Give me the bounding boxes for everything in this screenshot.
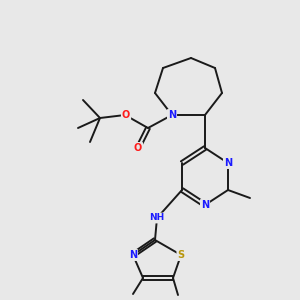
Text: N: N (224, 158, 232, 168)
Text: N: N (129, 250, 137, 260)
Text: N: N (168, 110, 176, 120)
Text: NH: NH (149, 214, 165, 223)
Text: O: O (134, 143, 142, 153)
Text: O: O (122, 110, 130, 120)
Text: N: N (201, 200, 209, 210)
Text: S: S (177, 250, 184, 260)
